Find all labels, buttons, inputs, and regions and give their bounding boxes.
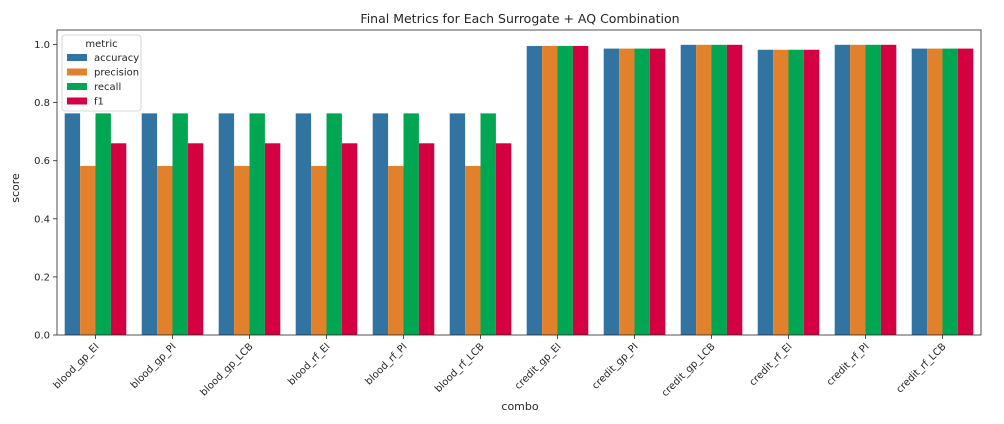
bar-recall-credit_gp_EI <box>557 45 573 335</box>
x-tick-label: blood_rf_EI <box>286 341 332 387</box>
bar-recall-blood_rf_EI <box>326 113 342 336</box>
x-tick-label: credit_gp_PI <box>590 341 640 391</box>
bar-accuracy-credit_gp_EI <box>526 45 543 335</box>
bar-accuracy-blood_gp_PI <box>141 113 158 336</box>
bar-accuracy-blood_gp_LCB <box>218 113 235 336</box>
x-tick-label: credit_rf_PI <box>825 341 872 388</box>
bar-f1-blood_rf_PI <box>418 143 435 335</box>
y-tick-label: 0.4 <box>34 214 50 225</box>
bar-f1-credit_rf_LCB <box>957 48 974 336</box>
bar-accuracy-credit_gp_PI <box>603 48 620 336</box>
bar-recall-blood_rf_LCB <box>480 113 496 336</box>
legend: metric accuracy precision recall f1 <box>61 34 142 112</box>
bar-accuracy-blood_gp_EI <box>64 113 81 336</box>
bar-f1-blood_gp_PI <box>187 143 204 335</box>
legend-title: metric <box>85 39 117 50</box>
bar-precision-blood_rf_PI <box>388 165 404 335</box>
bar-recall-blood_rf_PI <box>403 113 419 336</box>
bar-recall-credit_gp_LCB <box>711 44 727 336</box>
bar-f1-credit_rf_EI <box>803 49 820 335</box>
bar-accuracy-blood_rf_EI <box>295 113 312 336</box>
bar-recall-blood_gp_EI <box>95 113 111 336</box>
bar-f1-credit_gp_PI <box>649 48 666 336</box>
y-tick-label: 0.6 <box>34 156 50 167</box>
bar-precision-credit_rf_EI <box>773 49 789 335</box>
bar-precision-blood_rf_EI <box>311 165 327 335</box>
bar-recall-credit_gp_PI <box>634 48 650 336</box>
legend-label-f1: f1 <box>94 97 104 108</box>
bar-recall-blood_gp_PI <box>172 113 188 336</box>
legend-label-accuracy: accuracy <box>94 53 139 64</box>
x-tick-label: blood_gp_PI <box>129 341 179 391</box>
legend-swatch-precision <box>67 68 87 76</box>
bar-recall-credit_rf_PI <box>865 44 881 336</box>
y-tick-label: 0.0 <box>34 331 50 342</box>
bar-precision-credit_rf_LCB <box>927 48 943 336</box>
bar-precision-blood_rf_LCB <box>465 165 481 335</box>
bar-accuracy-credit_gp_LCB <box>680 44 697 336</box>
chart-title: Final Metrics for Each Surrogate + AQ Co… <box>360 11 679 26</box>
bar-precision-blood_gp_EI <box>80 165 96 335</box>
bar-accuracy-blood_rf_LCB <box>449 113 466 336</box>
bar-accuracy-credit_rf_EI <box>757 49 774 335</box>
plot-frame <box>56 29 982 336</box>
bar-accuracy-credit_rf_LCB <box>911 48 928 336</box>
bar-f1-blood_rf_EI <box>341 143 358 335</box>
x-tick-label: blood_rf_PI <box>363 341 409 387</box>
x-axis-label: combo <box>501 400 538 413</box>
bar-precision-credit_rf_PI <box>850 44 866 336</box>
bar-recall-blood_gp_LCB <box>249 113 265 336</box>
legend-swatch-f1 <box>67 97 87 105</box>
y-tick-label: 0.2 <box>34 272 50 283</box>
bar-precision-blood_gp_LCB <box>234 165 250 335</box>
bar-accuracy-blood_rf_PI <box>372 113 389 336</box>
legend-swatch-accuracy <box>67 54 87 61</box>
bars-layer <box>64 44 974 336</box>
bar-accuracy-credit_rf_PI <box>834 44 851 336</box>
bar-precision-credit_gp_LCB <box>696 44 712 336</box>
bar-recall-credit_rf_EI <box>788 49 804 335</box>
bar-f1-credit_rf_PI <box>880 44 897 336</box>
y-tick-label: 1.0 <box>34 40 50 51</box>
bar-f1-credit_gp_LCB <box>726 44 743 336</box>
x-tick-label: blood_gp_EI <box>52 341 102 391</box>
x-tick-label: credit_gp_EI <box>513 341 564 392</box>
bar-f1-credit_gp_EI <box>572 45 589 335</box>
y-tick-label: 0.8 <box>34 98 50 109</box>
x-tick-label: credit_gp_LCB <box>660 341 718 399</box>
y-axis-label: score <box>9 173 22 203</box>
bar-f1-blood_rf_LCB <box>495 143 512 335</box>
bar-f1-blood_gp_EI <box>110 143 127 335</box>
legend-label-recall: recall <box>94 82 121 93</box>
bar-precision-blood_gp_PI <box>157 165 173 335</box>
x-tick-label: blood_gp_LCB <box>198 341 255 398</box>
x-tick-label: credit_rf_LCB <box>894 341 948 395</box>
bar-precision-credit_gp_EI <box>542 45 558 335</box>
legend-label-precision: precision <box>94 68 139 79</box>
bar-precision-credit_gp_PI <box>619 48 635 336</box>
legend-swatch-recall <box>67 83 87 90</box>
x-tick-label: blood_rf_LCB <box>433 341 487 395</box>
bar-f1-blood_gp_LCB <box>264 143 281 335</box>
x-tick-label: credit_rf_EI <box>748 341 795 388</box>
bar-recall-credit_rf_LCB <box>942 48 958 336</box>
